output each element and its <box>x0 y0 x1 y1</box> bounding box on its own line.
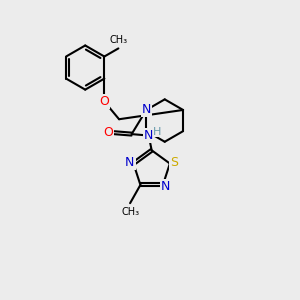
Text: N: N <box>144 129 153 142</box>
Text: H: H <box>153 127 161 137</box>
Text: N: N <box>125 155 135 169</box>
Text: N: N <box>161 180 170 193</box>
Text: S: S <box>170 155 178 169</box>
Text: CH₃: CH₃ <box>121 207 139 217</box>
Text: O: O <box>103 126 113 139</box>
Text: O: O <box>99 95 109 108</box>
Text: CH₃: CH₃ <box>109 35 128 45</box>
Text: N: N <box>142 103 151 116</box>
